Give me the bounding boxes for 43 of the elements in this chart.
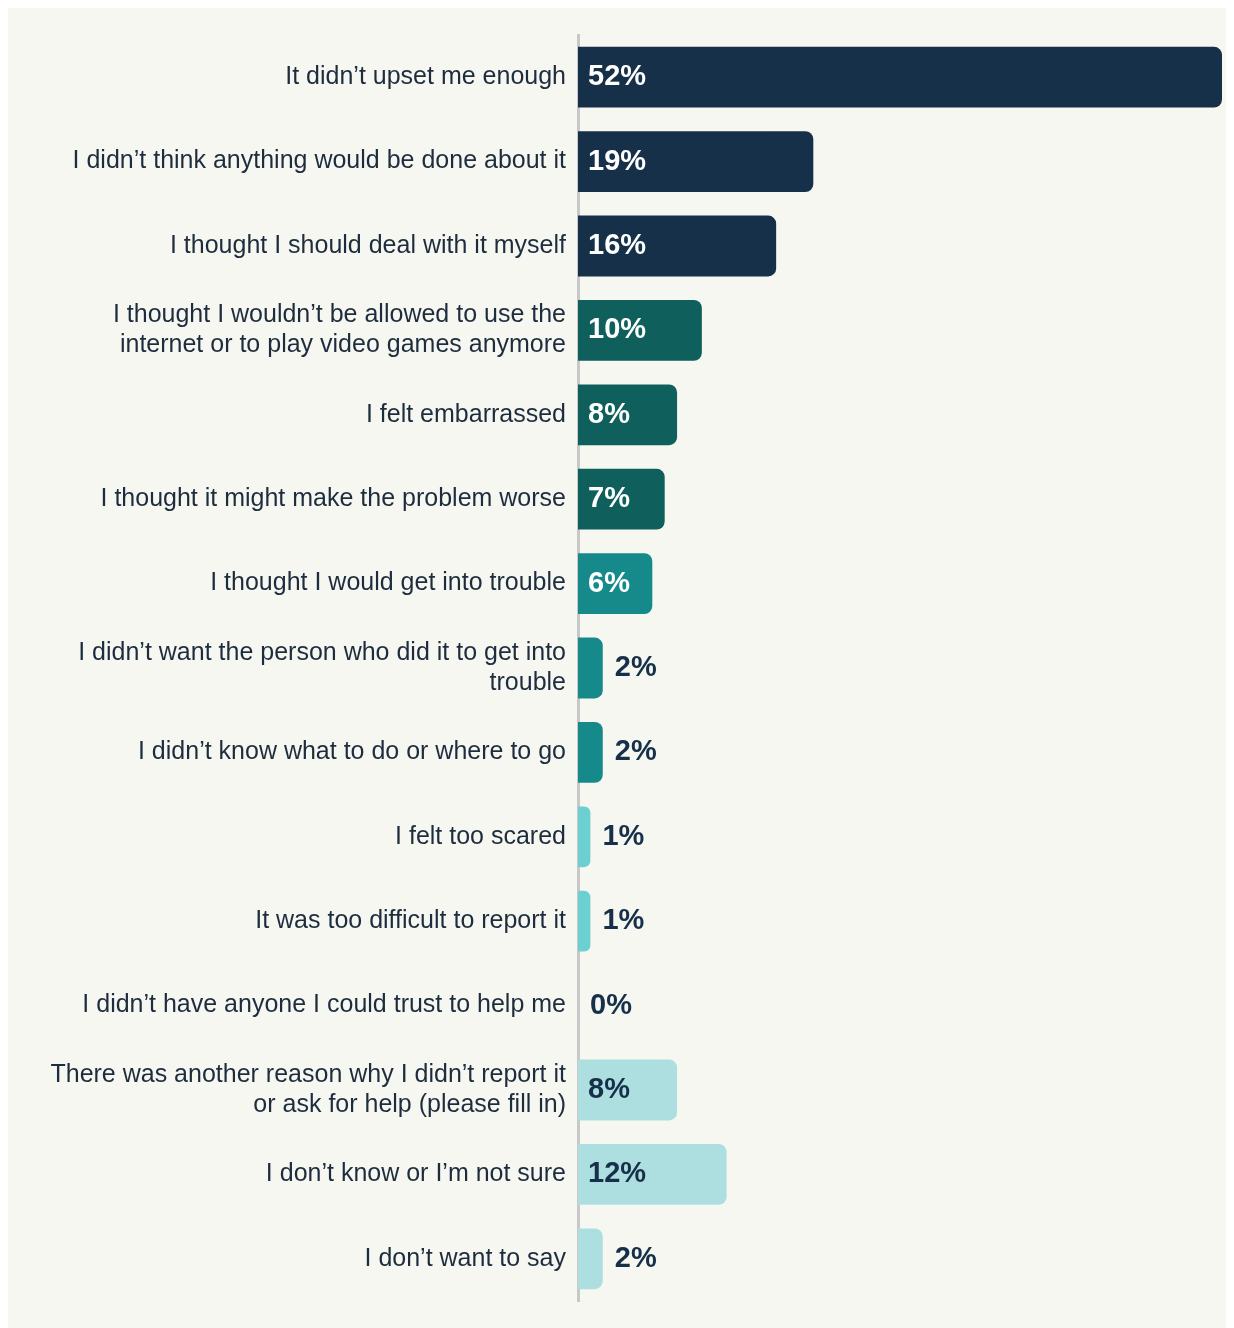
bar	[578, 300, 702, 361]
data-label: 1%	[602, 818, 645, 851]
y-tick-label: I didn’t think anything would be done about it	[72, 145, 567, 174]
y-tick-label: I didn’t want the person who did it to get into trouble	[78, 636, 566, 695]
y-tick-label: I didn’t have anyone I could trust to help me	[82, 989, 566, 1018]
bar	[578, 890, 591, 952]
y-tick-label: I didn’t know what to do or where to go	[137, 736, 566, 765]
data-label: 0%	[590, 987, 633, 1020]
bar	[578, 131, 814, 192]
y-tick-label: I felt embarrassed	[365, 398, 566, 427]
bar	[578, 468, 665, 530]
y-tick-label: It was too difficult to report it	[255, 905, 567, 934]
data-label: 12%	[588, 1156, 647, 1189]
data-label: 52%	[588, 59, 647, 92]
data-label: 7%	[588, 481, 631, 514]
data-label: 8%	[588, 1072, 631, 1104]
data-label: 8%	[588, 396, 631, 429]
y-tick-label: I thought I should deal with it myself	[169, 229, 567, 258]
bar	[578, 384, 678, 446]
y-tick-label: I don’t know or I’m not sure	[265, 1158, 566, 1187]
y-tick-label: It didn’t upset me enough	[285, 61, 566, 90]
bar	[578, 1144, 727, 1205]
bar	[578, 46, 1222, 108]
y-tick-label: I felt too scared	[395, 820, 566, 849]
data-label: 1%	[602, 903, 645, 936]
bar	[578, 215, 777, 277]
y-tick-label: I thought it might make the problem worse	[100, 483, 566, 512]
y-tick-label: I thought I wouldn’t be allowed to use the internet or to play video games anymore	[112, 299, 566, 358]
data-label: 2%	[614, 734, 657, 767]
bar	[578, 637, 603, 699]
y-tick-label: I thought I would get into trouble	[210, 567, 566, 596]
y-tick-label: I don’t want to say	[364, 1242, 567, 1271]
data-label: 2%	[614, 1240, 657, 1273]
bar	[578, 722, 603, 783]
data-label: 16%	[588, 228, 647, 260]
data-label: 19%	[588, 143, 647, 176]
bar	[578, 806, 591, 868]
data-label: 6%	[588, 565, 631, 598]
bar	[578, 1059, 678, 1121]
bar	[578, 1228, 603, 1290]
data-label: 10%	[588, 312, 647, 345]
data-label: 2%	[614, 650, 657, 682]
y-tick-label: There was another reason why I didn’t report it or ask for help (please fill in)	[50, 1058, 567, 1117]
